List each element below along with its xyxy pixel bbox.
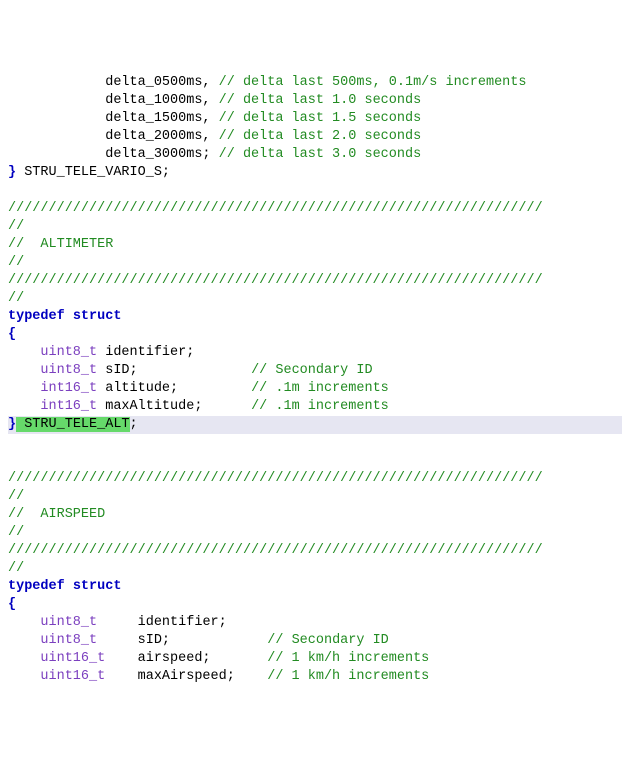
code-block: delta_0500ms, // delta last 500ms, 0.1m/… — [8, 74, 622, 686]
